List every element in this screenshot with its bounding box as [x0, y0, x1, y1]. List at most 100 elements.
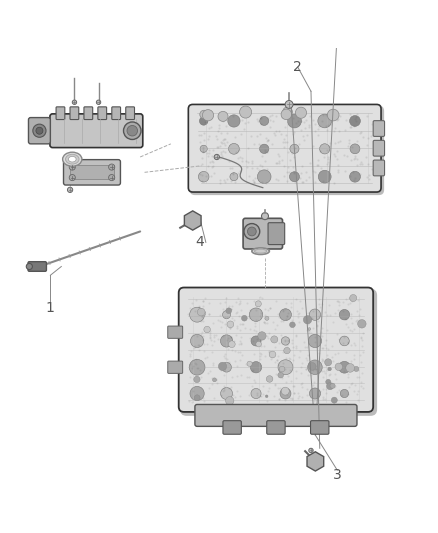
Point — [323, 350, 330, 359]
Point — [290, 343, 297, 351]
Point — [245, 313, 252, 322]
Point — [288, 316, 295, 325]
Point — [247, 325, 254, 334]
Point — [281, 110, 288, 119]
Point — [220, 176, 227, 184]
Point — [279, 384, 286, 392]
Point — [198, 312, 205, 321]
Point — [262, 310, 269, 319]
Point — [280, 306, 287, 314]
Point — [234, 387, 241, 395]
Point — [339, 306, 346, 315]
Point — [258, 120, 265, 128]
Point — [254, 117, 261, 125]
Point — [218, 391, 225, 399]
Point — [358, 334, 365, 342]
Point — [222, 178, 229, 187]
Circle shape — [260, 144, 269, 154]
Bar — [70, 165, 114, 179]
Point — [237, 153, 244, 161]
Point — [235, 340, 242, 348]
Point — [220, 117, 227, 125]
Point — [256, 349, 263, 357]
Circle shape — [199, 117, 208, 125]
FancyBboxPatch shape — [373, 160, 385, 176]
Point — [331, 127, 338, 135]
Point — [343, 348, 350, 357]
Point — [210, 361, 217, 370]
Circle shape — [281, 387, 289, 395]
Circle shape — [325, 359, 332, 366]
Point — [294, 313, 301, 321]
Circle shape — [350, 144, 360, 154]
Text: 2: 2 — [293, 60, 302, 74]
Point — [239, 351, 246, 360]
Point — [223, 294, 230, 303]
Point — [198, 373, 205, 382]
Circle shape — [346, 364, 354, 372]
Point — [257, 130, 264, 138]
Point — [265, 136, 272, 144]
Point — [322, 336, 329, 344]
Point — [249, 337, 256, 345]
Point — [300, 117, 307, 126]
FancyBboxPatch shape — [180, 289, 377, 416]
Point — [287, 299, 294, 308]
Point — [264, 386, 271, 395]
Point — [357, 357, 364, 366]
Point — [244, 110, 251, 118]
Point — [214, 135, 221, 143]
Point — [279, 358, 286, 367]
Point — [332, 124, 339, 133]
Point — [321, 152, 328, 161]
Point — [302, 176, 309, 184]
Point — [307, 370, 314, 379]
Point — [298, 177, 305, 186]
Point — [342, 166, 349, 175]
Circle shape — [327, 383, 334, 390]
Point — [346, 325, 353, 334]
Point — [230, 169, 237, 177]
Point — [351, 380, 358, 389]
Point — [306, 111, 313, 120]
Point — [203, 172, 210, 180]
Point — [206, 149, 213, 157]
Point — [347, 357, 354, 365]
Point — [198, 171, 205, 179]
Point — [284, 163, 291, 172]
Point — [272, 325, 279, 334]
Point — [197, 170, 204, 179]
Point — [195, 303, 202, 312]
Point — [307, 329, 314, 337]
Point — [321, 341, 328, 349]
Point — [325, 345, 332, 354]
Point — [268, 110, 276, 119]
Point — [223, 138, 230, 146]
Point — [359, 329, 366, 337]
Circle shape — [230, 173, 238, 181]
Point — [208, 341, 215, 350]
Point — [233, 372, 240, 381]
Point — [324, 121, 331, 130]
FancyBboxPatch shape — [179, 287, 373, 412]
Point — [335, 111, 342, 119]
Point — [242, 118, 249, 127]
Circle shape — [214, 155, 219, 159]
Point — [237, 130, 244, 138]
Point — [295, 393, 302, 402]
Point — [208, 152, 215, 160]
Point — [254, 335, 261, 343]
Point — [255, 340, 262, 349]
Point — [248, 382, 255, 390]
Point — [205, 146, 212, 154]
Point — [311, 333, 318, 341]
Point — [337, 137, 344, 146]
Point — [233, 297, 240, 306]
Circle shape — [326, 379, 331, 384]
Circle shape — [265, 316, 269, 320]
Point — [281, 143, 288, 151]
Point — [315, 300, 322, 308]
Circle shape — [339, 310, 350, 320]
Point — [305, 326, 312, 335]
Point — [303, 390, 310, 399]
